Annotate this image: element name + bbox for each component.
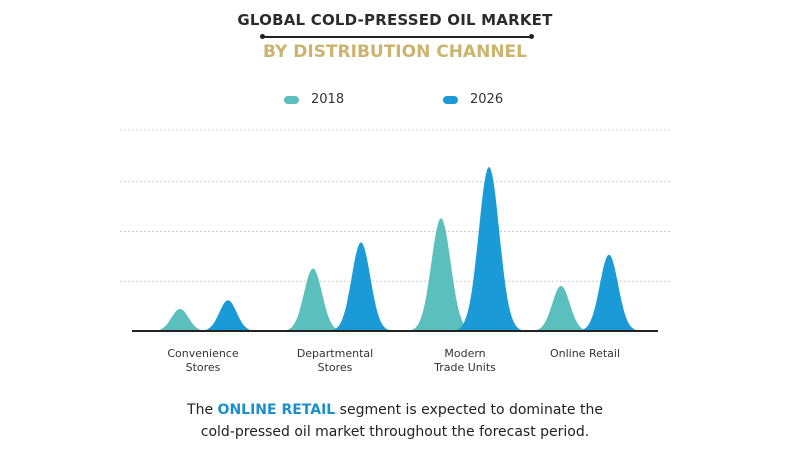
highlight-segment: ONLINE RETAIL (217, 402, 336, 418)
peak-2018-3 (533, 285, 589, 331)
legend-swatch-2026 (443, 95, 458, 104)
category-label: Departmental Stores (296, 347, 374, 374)
peak-2018-1 (284, 268, 342, 331)
peak-2018-2 (410, 218, 472, 331)
peak-2026-1 (331, 242, 391, 331)
peak-2018-0 (153, 308, 207, 331)
peak-2026-2 (456, 166, 522, 331)
title-divider (260, 34, 534, 39)
category-label: Modern Trade Units (434, 347, 496, 374)
chart-title: GLOBAL COLD-PRESSED OIL MARKET (237, 11, 553, 29)
legend-label: 2026 (470, 92, 504, 107)
peak-2026-0 (200, 300, 256, 331)
legend-label: 2018 (311, 92, 345, 107)
category-label: Convenience Stores (167, 347, 239, 374)
legend-item-2018: 2018 (284, 92, 344, 107)
peak-2026-3 (580, 254, 638, 331)
legend-item-2026: 2026 (443, 92, 503, 107)
category-label: Online Retail (549, 347, 621, 360)
summary-note: The ONLINE RETAIL segment is expected to… (187, 402, 603, 440)
chart-subtitle: BY DISTRIBUTION CHANNEL (263, 42, 527, 62)
legend-swatch-2018 (284, 95, 299, 104)
